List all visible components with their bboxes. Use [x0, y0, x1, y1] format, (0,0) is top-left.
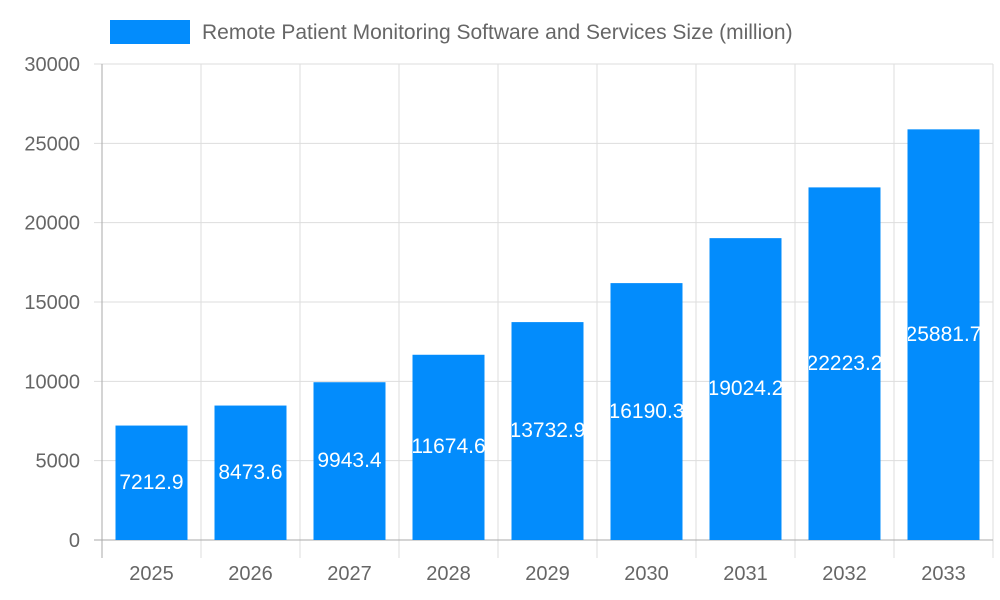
y-tick-label: 25000 [24, 133, 80, 155]
data-label: 16190.3 [611, 400, 683, 426]
y-tick-label: 10000 [24, 371, 80, 393]
y-tick-label: 20000 [24, 213, 80, 235]
data-label-text: 22223.2 [808, 351, 881, 375]
data-label-text: 13732.9 [511, 419, 584, 443]
x-tick-label: 2033 [921, 563, 966, 585]
bar [313, 382, 386, 540]
legend-swatch [110, 20, 190, 44]
bar [412, 354, 485, 540]
x-tick-label: 2028 [426, 563, 471, 585]
bar [610, 283, 683, 540]
bar [115, 425, 188, 540]
data-label: 7212.9 [116, 471, 188, 497]
data-label: 22223.2 [809, 352, 881, 378]
data-label: 9943.4 [314, 449, 386, 475]
data-label-text: 25881.7 [907, 322, 980, 346]
x-tick-label: 2030 [624, 563, 669, 585]
x-tick-label: 2031 [723, 563, 768, 585]
data-label: 25881.7 [908, 323, 980, 349]
x-tick-label: 2032 [822, 563, 867, 585]
data-label-text: 11674.6 [412, 435, 485, 459]
data-label-text: 19024.2 [709, 377, 782, 401]
data-label-text: 16190.3 [610, 399, 683, 423]
data-label-text: 9943.4 [317, 449, 382, 473]
y-tick-label: 5000 [36, 451, 81, 473]
x-tick-label: 2026 [228, 563, 273, 585]
bar [907, 129, 980, 540]
y-tick-label: 15000 [24, 292, 80, 314]
bar [214, 405, 287, 540]
y-tick-label: 30000 [24, 54, 80, 76]
data-label: 11674.6 [413, 435, 485, 461]
bar [709, 238, 782, 540]
data-label-text: 7212.9 [119, 470, 184, 494]
legend-label: Remote Patient Monitoring Software and S… [202, 21, 793, 44]
bar [808, 187, 881, 540]
data-label: 19024.2 [710, 377, 782, 403]
data-label: 8473.6 [215, 461, 287, 487]
x-tick-label: 2029 [525, 563, 570, 585]
x-tick-label: 2025 [129, 563, 174, 585]
data-label: 13732.9 [512, 419, 584, 445]
x-tick-label: 2027 [327, 563, 372, 585]
data-label-text: 8473.6 [218, 460, 283, 484]
bar [511, 322, 584, 540]
y-tick-label: 0 [69, 530, 80, 552]
